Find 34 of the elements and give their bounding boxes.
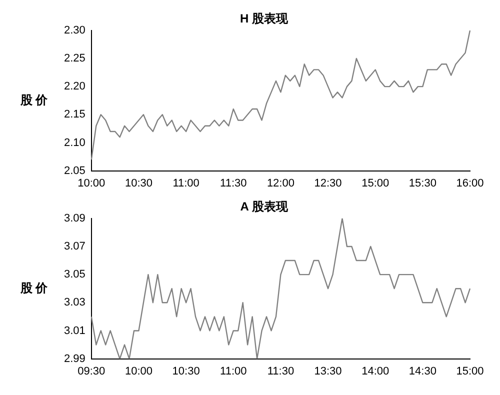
x-tick-label: 12:30 [314,177,342,190]
x-tick-label: 14:30 [408,365,436,378]
y-tick-label: 2.25 [64,52,86,65]
x-tick-label: 10:30 [172,365,200,378]
x-tick-label: 16:00 [456,177,484,190]
x-tick-label: 09:30 [78,365,106,378]
x-tick-label: 11:00 [172,177,200,190]
y-tick-label: 3.01 [64,324,86,337]
y-axis-title: 股 价 [19,280,49,295]
x-tick-label: 11:30 [220,177,247,190]
x-tick-label: 14:00 [362,365,390,378]
x-tick-label: 10:30 [124,177,152,190]
x-tick-label: 15:30 [408,177,436,190]
y-tick-label: 3.09 [64,212,86,224]
x-tick-label: 15:00 [456,365,484,378]
x-tick-label: 12:00 [266,177,294,190]
x-tick-label: 10:00 [78,177,106,190]
x-tick-label: 15:00 [362,177,390,190]
y-tick-label: 2.99 [64,352,86,365]
y-tick-label: 2.20 [64,80,86,93]
x-tick-label: 11:30 [267,365,294,378]
y-tick-label: 2.05 [64,164,86,177]
x-tick-label: 13:30 [314,365,342,378]
x-tick-label: 11:00 [220,365,247,378]
y-tick-label: 2.30 [64,24,86,36]
y-tick-label: 2.10 [64,136,86,149]
chart-title: A 股表现 [240,200,289,214]
x-tick-label: 10:00 [124,365,152,378]
y-tick-label: 3.07 [64,240,86,253]
y-tick-label: 2.15 [64,108,86,121]
y-axis-title: 股 价 [19,92,49,107]
y-tick-label: 3.03 [64,296,86,309]
chart-title: H 股表现 [240,12,289,26]
y-tick-label: 3.05 [64,268,86,281]
